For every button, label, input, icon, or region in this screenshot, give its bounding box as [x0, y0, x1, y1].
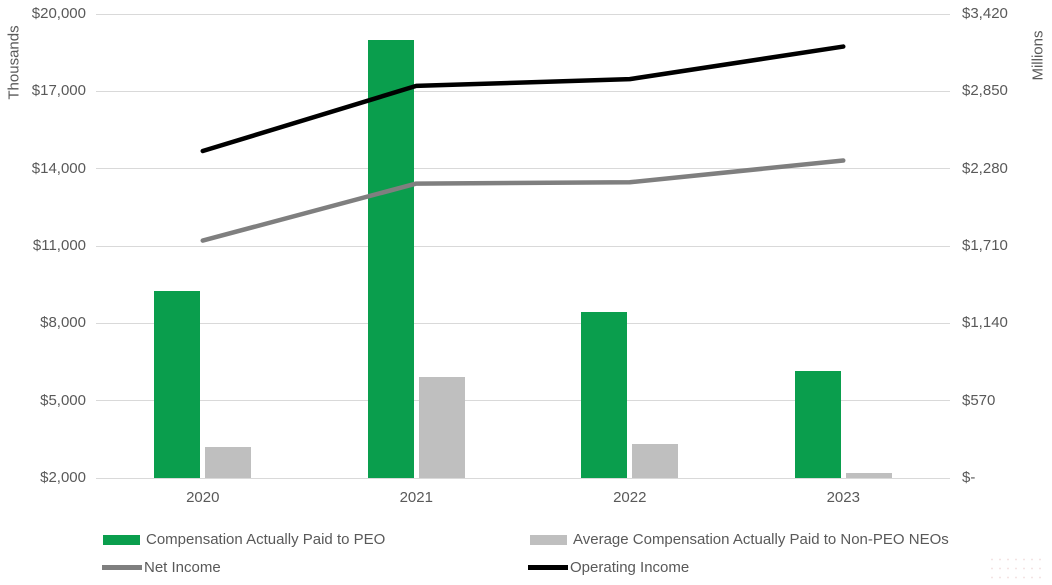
x-axis-label-2023: 2023 — [826, 489, 860, 506]
bar-nonpeo-2020 — [205, 447, 252, 478]
left-axis-tick: $17,000 — [31, 82, 86, 100]
line-operating-income — [200, 44, 846, 154]
right-axis-tick: $1,140 — [962, 314, 1008, 332]
bar-peo-2023 — [794, 371, 841, 478]
legend-label-net-income: Net Income — [144, 559, 221, 576]
right-axis-tick: $2,280 — [962, 159, 1008, 177]
bar-peo-2020 — [154, 291, 201, 478]
legend-swatch-peo-bar — [103, 534, 140, 545]
left-axis-tick: $11,000 — [32, 237, 86, 254]
legend-label-peo-compensation: Compensation Actually Paid to PEO — [146, 531, 386, 548]
legend-label-operating-income: Operating Income — [570, 559, 690, 576]
bar-nonpeo-2022 — [632, 444, 679, 478]
gridline — [96, 13, 950, 15]
x-axis-label-2021: 2021 — [399, 489, 433, 506]
right-axis-tick: $2,850 — [962, 82, 1008, 100]
bar-nonpeo-2021 — [418, 377, 465, 478]
legend-swatch-net-income-line — [102, 565, 142, 570]
left-axis-tick: $5,000 — [40, 391, 86, 409]
left-axis-tick: $20,000 — [31, 5, 86, 22]
left-axis-tick: $14,000 — [31, 159, 86, 177]
gridline — [96, 322, 950, 324]
gridline — [96, 400, 950, 402]
gridline — [96, 245, 950, 247]
right-axis-tick: $3,420 — [962, 5, 1008, 22]
right-axis-tick: $1,710 — [962, 237, 1008, 254]
legend-label-nonpeo-compensation: Average Compensation Actually Paid to No… — [573, 531, 949, 548]
x-axis-label-2022: 2022 — [613, 489, 647, 506]
line-series-svg — [200, 44, 846, 243]
plot-area — [96, 14, 950, 478]
legend-item-operating-income: Operating Income — [528, 559, 689, 576]
right-axis-tick: $570 — [962, 391, 996, 409]
gridline — [96, 168, 950, 170]
left-axis-tick: $8,000 — [40, 314, 86, 332]
x-axis-label-2020: 2020 — [186, 489, 220, 506]
legend-item-net-income: Net Income — [102, 559, 221, 576]
legend-swatch-nonpeo-bar — [530, 534, 567, 545]
line-net-income — [200, 158, 846, 243]
left-axis-tick: $2,000 — [40, 469, 86, 486]
watermark-dots — [988, 555, 1046, 581]
gridline — [96, 477, 950, 479]
legend-swatch-operating-income-line — [528, 565, 568, 570]
legend-item-nonpeo-compensation: Average Compensation Actually Paid to No… — [530, 531, 949, 548]
bar-peo-2021 — [367, 39, 414, 478]
bar-peo-2022 — [581, 311, 628, 478]
legend-item-peo-compensation: Compensation Actually Paid to PEO — [103, 531, 385, 548]
bar-nonpeo-2023 — [845, 472, 892, 478]
right-axis-tick: $- — [962, 469, 976, 486]
gridline — [96, 90, 950, 92]
